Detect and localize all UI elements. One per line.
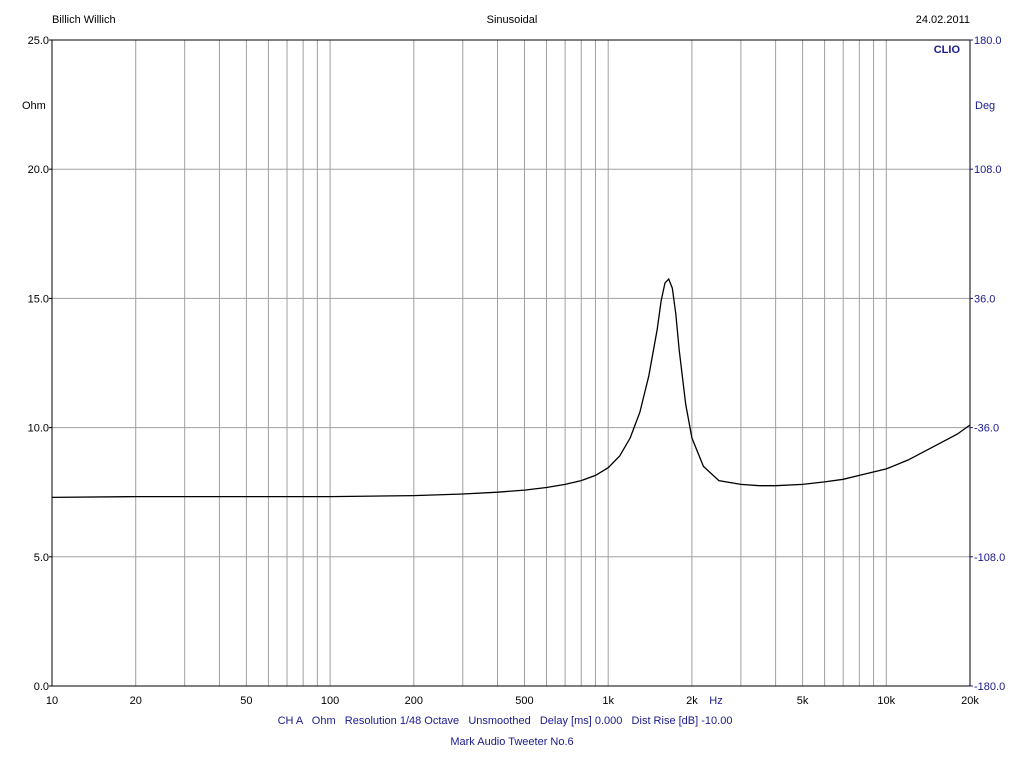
header-author: Billich Willich bbox=[52, 14, 116, 26]
y2-tick-label: -180.0 bbox=[974, 681, 1005, 693]
y-tick-label: 5.0 bbox=[34, 552, 49, 564]
x-tick-label: 50 bbox=[240, 695, 252, 707]
vertical-grid bbox=[135, 40, 887, 686]
y2-axis-unit-label: Deg bbox=[975, 100, 995, 112]
x-tick-label: 10k bbox=[877, 695, 895, 707]
x-tick-label: 20 bbox=[130, 695, 142, 707]
x-tick-labels: 10 20 50 100 200 500 1k 2k 5k 10k 20k bbox=[46, 695, 979, 707]
x-tick-label: 20k bbox=[961, 695, 979, 707]
y2-tick-label: 108.0 bbox=[974, 164, 1002, 176]
measurement-settings: CH A Ohm Resolution 1/48 Octave Unsmooth… bbox=[278, 715, 733, 727]
x-tick-label: 1k bbox=[602, 695, 614, 707]
y-tick-labels: 0.0 5.0 10.0 15.0 20.0 25.0 bbox=[28, 35, 52, 693]
horizontal-grid bbox=[52, 168, 970, 558]
impedance-curve bbox=[51, 277, 971, 499]
y2-tick-label: 36.0 bbox=[974, 293, 995, 305]
clio-brand: CLIO bbox=[934, 44, 961, 56]
x-tick-label: 2k bbox=[686, 695, 698, 707]
y-axis-unit-label: Ohm bbox=[22, 100, 46, 112]
x-axis-unit-label: Hz bbox=[709, 695, 722, 707]
y-tick-label: 10.0 bbox=[28, 423, 49, 435]
x-tick-label: 5k bbox=[797, 695, 809, 707]
y-tick-label: 15.0 bbox=[28, 293, 49, 305]
x-tick-label: 500 bbox=[515, 695, 533, 707]
x-tick-label: 10 bbox=[46, 695, 58, 707]
y-tick-label: 20.0 bbox=[28, 164, 49, 176]
chart-caption: Mark Audio Tweeter No.6 bbox=[450, 736, 573, 748]
y2-tick-labels: -180.0 -108.0 -36.0 36.0 108.0 180.0 bbox=[970, 35, 1005, 693]
y2-tick-label: -108.0 bbox=[974, 552, 1005, 564]
x-tick-label: 100 bbox=[321, 695, 339, 707]
y2-tick-label: -36.0 bbox=[974, 423, 999, 435]
x-tick-label: 200 bbox=[405, 695, 423, 707]
plot-frame bbox=[51, 39, 971, 687]
y2-tick-label: 180.0 bbox=[974, 35, 1002, 47]
header-date: 24.02.2011 bbox=[916, 14, 970, 26]
y-tick-label: 0.0 bbox=[34, 681, 49, 693]
header-measurement-type: Sinusoidal bbox=[487, 14, 538, 26]
y-tick-label: 25.0 bbox=[28, 35, 49, 47]
